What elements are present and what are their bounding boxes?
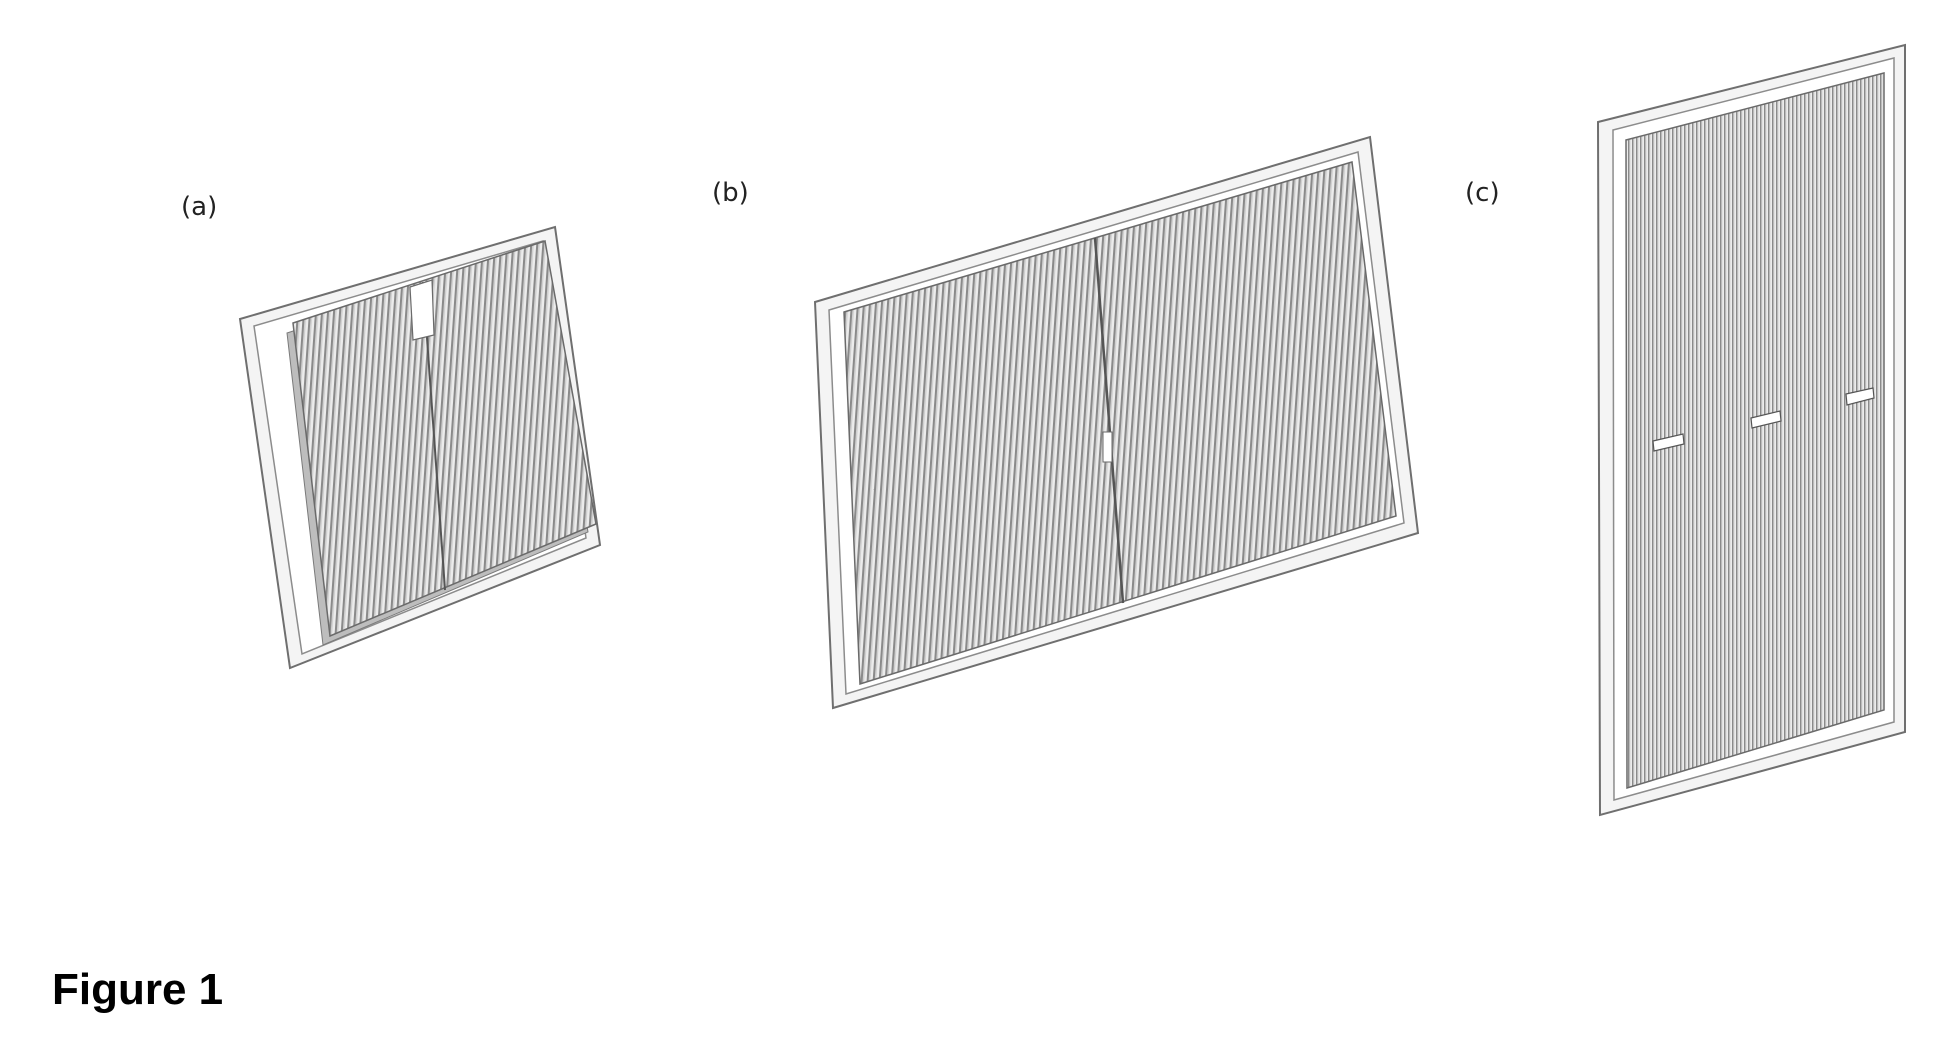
filter-panel-b — [815, 137, 1418, 708]
filter-panel-c — [1598, 45, 1905, 815]
figure-caption: Figure 1 — [52, 965, 223, 1015]
panel-label-b: (b) — [712, 178, 749, 208]
panel-label-a: (a) — [181, 192, 217, 222]
panel-label-c: (c) — [1465, 178, 1500, 208]
divider-clip-b — [1103, 432, 1112, 462]
pleat-pack-c — [1626, 73, 1884, 788]
filter-panel-a — [240, 227, 600, 668]
clip-tab-a — [410, 280, 434, 340]
